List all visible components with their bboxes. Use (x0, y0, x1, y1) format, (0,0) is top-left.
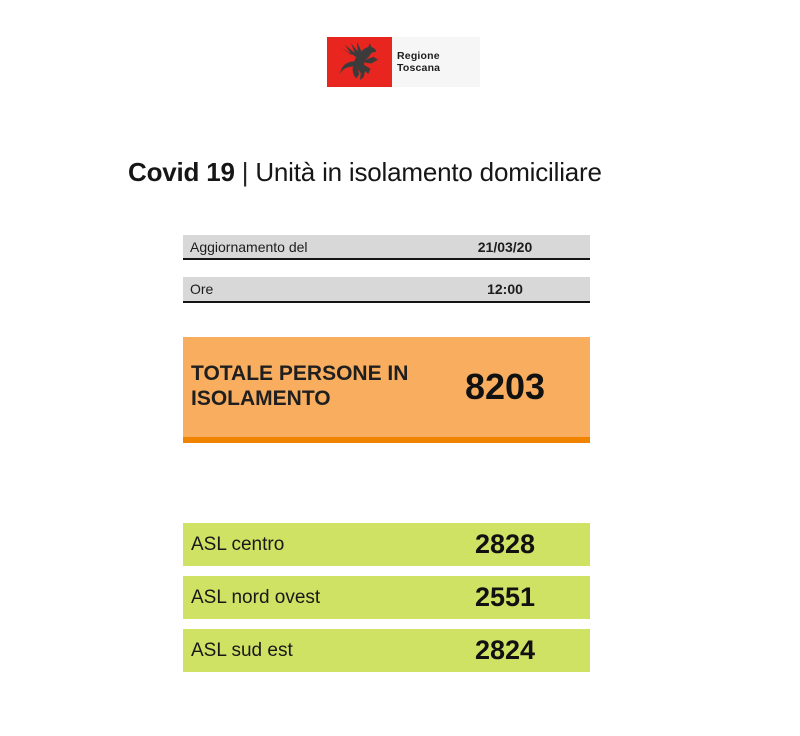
total-isolation-value: 8203 (464, 366, 546, 407)
update-time-row: Ore 12:00 (183, 277, 590, 303)
asl-sud-est-value: 2824 (474, 635, 536, 665)
update-date-row: Aggiornamento del 21/03/20 (183, 235, 590, 260)
logo-text-box: Regione Toscana (392, 37, 480, 87)
total-isolation-box: TOTALE PERSONE IN ISOLAMENTO 8203 (183, 337, 590, 443)
asl-centro-value: 2828 (474, 529, 536, 559)
pegasus-icon (327, 37, 392, 87)
update-date-label: Aggiornamento del (190, 238, 308, 255)
title-text: Unità in isolamento domiciliare (255, 157, 602, 188)
asl-breakdown-list: ASL centro 2828 ASL nord ovest 2551 ASL … (183, 523, 590, 672)
page-title: Covid 19 | Unità in isolamento domiciliare (128, 157, 602, 188)
asl-nord-ovest-value: 2551 (474, 582, 536, 612)
title-prefix: Covid 19 (128, 157, 235, 188)
regione-toscana-logo: Regione Toscana (327, 37, 480, 87)
asl-sud-est-label: ASL sud est (191, 639, 293, 661)
update-time-label: Ore (190, 281, 214, 297)
report-sheet: Aggiornamento del 21/03/20 Ore 12:00 TOT… (183, 235, 590, 682)
asl-centro-label: ASL centro (191, 533, 285, 555)
logo-text: Regione Toscana (397, 50, 441, 74)
asl-row-sud-est: ASL sud est 2824 (183, 629, 590, 672)
asl-row-nord-ovest: ASL nord ovest 2551 (183, 576, 590, 619)
asl-row-centro: ASL centro 2828 (183, 523, 590, 566)
asl-nord-ovest-label: ASL nord ovest (191, 586, 321, 608)
update-time-value: 12:00 (487, 281, 523, 297)
update-date-value: 21/03/20 (477, 238, 533, 255)
total-isolation-label: TOTALE PERSONE IN ISOLAMENTO (191, 362, 409, 410)
title-separator: | (241, 157, 249, 188)
